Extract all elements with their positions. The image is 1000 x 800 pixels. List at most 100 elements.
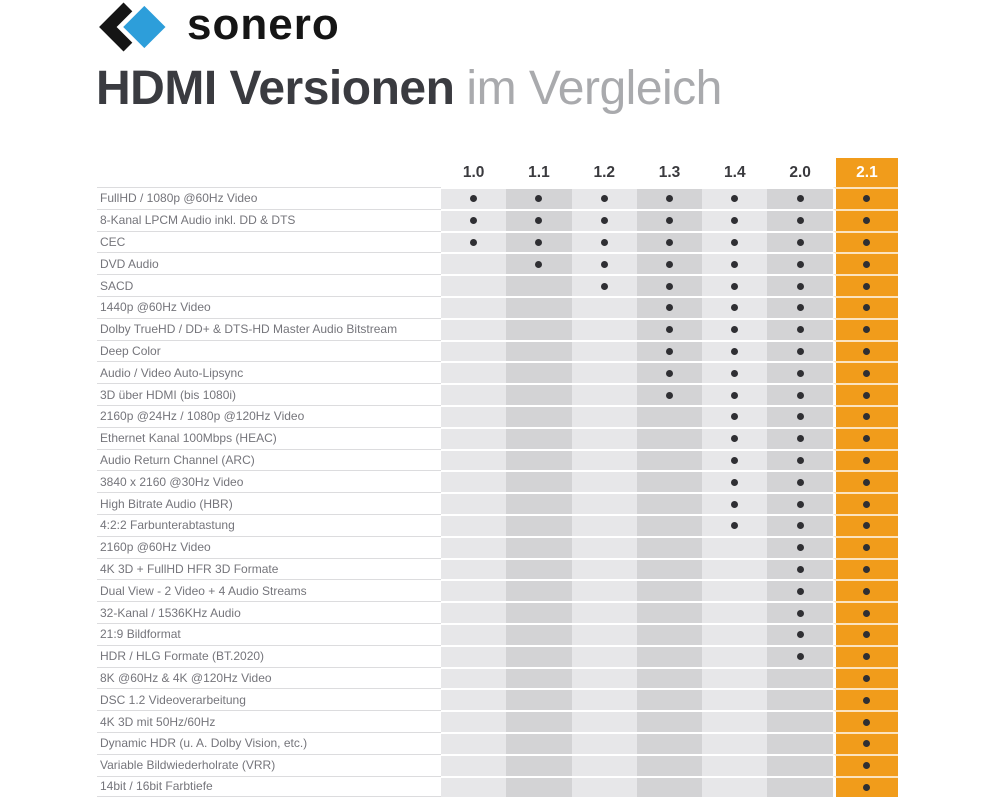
feature-cell xyxy=(767,601,833,623)
feature-cell xyxy=(441,492,507,514)
feature-cell xyxy=(832,404,899,427)
feature-cell xyxy=(702,383,768,405)
feature-cell xyxy=(636,404,703,427)
support-dot xyxy=(863,740,871,748)
feature-cell xyxy=(506,775,572,798)
feature-cell xyxy=(636,688,703,711)
feature-cell xyxy=(441,208,507,231)
support-dot xyxy=(731,217,739,225)
feature-cell xyxy=(636,710,703,732)
support-dot xyxy=(796,304,804,312)
feature-cell xyxy=(832,513,899,536)
feature-cell xyxy=(506,448,572,471)
support-dot xyxy=(863,544,871,552)
feature-cell xyxy=(832,470,899,493)
support-dot xyxy=(600,217,608,225)
feature-label: 4K 3D mit 50Hz/60Hz xyxy=(97,710,441,732)
support-dot xyxy=(796,609,804,617)
support-dot xyxy=(796,653,804,661)
feature-cell xyxy=(571,557,637,580)
feature-cell xyxy=(767,187,833,209)
feature-cell xyxy=(441,383,507,405)
feature-cell xyxy=(832,710,899,732)
feature-cell xyxy=(441,688,507,711)
feature-cell xyxy=(571,753,637,776)
feature-cell xyxy=(636,601,703,623)
support-dot xyxy=(863,718,871,726)
support-dot xyxy=(863,304,871,312)
support-dot xyxy=(731,195,739,203)
feature-cell xyxy=(832,666,899,689)
feature-cell xyxy=(571,426,637,449)
support-dot xyxy=(731,238,739,246)
feature-cell xyxy=(702,644,768,667)
support-dot xyxy=(863,631,871,639)
feature-cell xyxy=(441,710,507,732)
support-dot xyxy=(796,522,804,530)
feature-cell xyxy=(832,492,899,514)
feature-cell xyxy=(702,187,768,209)
feature-cell xyxy=(832,644,899,667)
title-main: HDMI Versionen xyxy=(96,62,455,115)
feature-cell xyxy=(636,339,703,362)
feature-cell xyxy=(636,208,703,231)
feature-label: High Bitrate Audio (HBR) xyxy=(97,492,441,514)
feature-cell xyxy=(506,208,572,231)
support-dot xyxy=(470,238,478,246)
support-dot xyxy=(796,435,804,443)
feature-label: Dolby TrueHD / DD+ & DTS-HD Master Audio… xyxy=(97,317,441,340)
support-dot xyxy=(796,217,804,225)
support-dot xyxy=(470,217,478,225)
support-dot xyxy=(863,500,871,508)
support-dot xyxy=(731,435,739,443)
support-dot xyxy=(731,369,739,377)
feature-cell xyxy=(636,775,703,798)
support-dot xyxy=(796,631,804,639)
support-dot xyxy=(600,282,608,290)
support-dot xyxy=(731,413,739,421)
feature-cell xyxy=(571,666,637,689)
support-dot xyxy=(863,326,871,334)
support-dot xyxy=(535,260,543,268)
feature-label: 3D über HDMI (bis 1080i) xyxy=(97,383,441,405)
feature-cell xyxy=(767,753,833,776)
feature-cell xyxy=(571,230,637,253)
feature-cell xyxy=(767,426,833,449)
feature-cell xyxy=(702,557,768,580)
support-dot xyxy=(796,456,804,464)
feature-label: 21:9 Bildformat xyxy=(97,622,441,645)
feature-cell xyxy=(441,252,507,275)
feature-cell xyxy=(767,230,833,253)
feature-cell xyxy=(506,513,572,536)
feature-cell xyxy=(571,644,637,667)
support-dot xyxy=(731,391,739,399)
feature-cell xyxy=(506,557,572,580)
feature-cell xyxy=(441,187,507,209)
support-dot xyxy=(666,304,674,312)
feature-cell xyxy=(702,274,768,296)
support-dot xyxy=(796,478,804,486)
sonero-diamonds-logo-icon xyxy=(99,1,172,53)
feature-cell xyxy=(441,513,507,536)
feature-cell xyxy=(767,383,833,405)
feature-cell xyxy=(506,731,572,754)
feature-cell xyxy=(441,644,507,667)
support-dot xyxy=(731,260,739,268)
support-dot xyxy=(863,522,871,530)
feature-cell xyxy=(441,622,507,645)
feature-label: 4K 3D + FullHD HFR 3D Formate xyxy=(97,557,441,580)
version-header-1.1: 1.1 xyxy=(528,164,550,181)
feature-cell xyxy=(767,252,833,275)
support-dot xyxy=(666,391,674,399)
feature-cell xyxy=(767,295,833,318)
feature-cell xyxy=(767,775,833,798)
feature-cell xyxy=(636,295,703,318)
feature-cell xyxy=(506,601,572,623)
support-dot xyxy=(731,456,739,464)
feature-cell xyxy=(832,361,899,384)
feature-cell xyxy=(767,339,833,362)
feature-cell xyxy=(767,579,833,602)
feature-cell xyxy=(441,666,507,689)
feature-cell xyxy=(636,274,703,296)
feature-cell xyxy=(636,513,703,536)
